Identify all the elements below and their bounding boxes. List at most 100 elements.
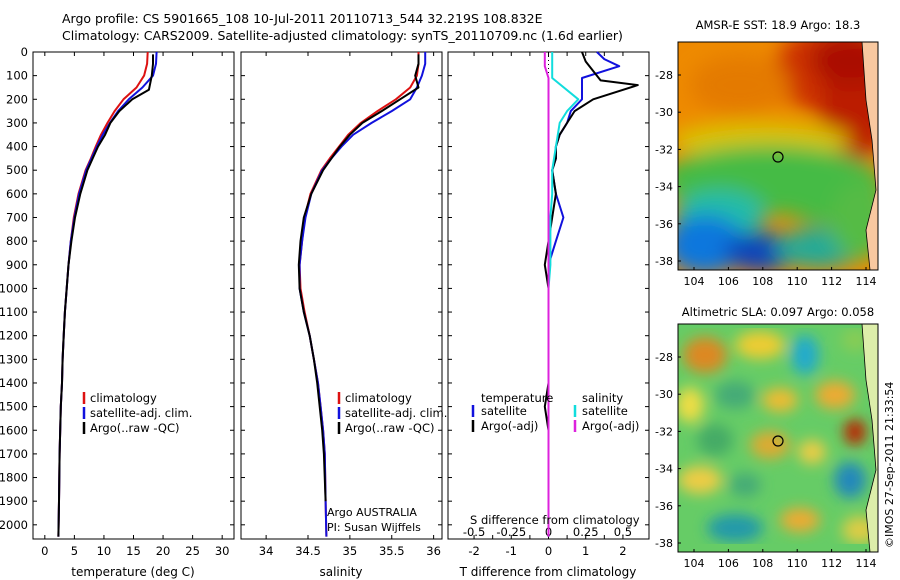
depth-tick-label: 200 xyxy=(6,92,28,106)
depth-tick-label: 900 xyxy=(6,258,28,272)
x-tick-label: -1 xyxy=(506,544,517,558)
lat-tick-label: -36 xyxy=(655,218,673,231)
temperature-legend: climatology satellite-adj. clim. Argo(..… xyxy=(82,391,192,435)
s-tick-label: -0.5 xyxy=(463,525,485,539)
lat-tick-label: -28 xyxy=(655,351,673,364)
lat-tick-label: -30 xyxy=(655,388,673,401)
x-tick-label: 36 xyxy=(426,544,441,558)
x-tick-label: 0 xyxy=(41,544,48,558)
lon-tick-label: 114 xyxy=(856,275,877,288)
s-tick-label: -0.25 xyxy=(496,525,526,539)
s-tick-label: 0.5 xyxy=(614,525,632,539)
sla-map-title: Altimetric SLA: 0.097 Argo: 0.058 xyxy=(682,305,874,319)
argo-position-marker xyxy=(772,151,784,163)
x-tick-label: 35 xyxy=(343,544,358,558)
salinity-panel xyxy=(240,51,443,540)
depth-tick-label: 700 xyxy=(6,210,28,224)
x-tick-label: -2 xyxy=(468,544,479,558)
depth-axis: 0 100 200 300 400 500 600 700 800 900 1000 1100 1200… xyxy=(0,45,649,532)
depth-tick-label: 1800 xyxy=(0,471,28,485)
depth-tick-label: 500 xyxy=(6,163,28,177)
depth-tick-label: 1600 xyxy=(0,423,28,437)
x-tick-label: 5 xyxy=(71,544,78,558)
lat-tick-label: -32 xyxy=(655,143,673,156)
legend-s-satellite: satellite xyxy=(582,404,628,418)
legend-title-temperature: temperature xyxy=(481,391,553,405)
lon-tick-label: 112 xyxy=(821,275,842,288)
x-tick-label: 20 xyxy=(156,544,171,558)
depth-tick-label: 1700 xyxy=(0,447,28,461)
lon-tick-label: 108 xyxy=(752,275,773,288)
sla-map: Altimetric SLA: 0.097 Argo: 0.058 -28 -30… xyxy=(655,305,879,570)
depth-tick-label: 1200 xyxy=(0,329,28,343)
salinity-legend: climatology satellite-adj. clim. Argo(..… xyxy=(327,391,447,534)
lat-tick-label: -30 xyxy=(655,106,673,119)
lon-tick-label: 110 xyxy=(787,557,808,570)
lon-tick-label: 106 xyxy=(718,557,739,570)
x-tick-label: 10 xyxy=(97,544,112,558)
sst-map: AMSR-E SST: 18.9 Argo: 18.3 -28 -30 -32 -34… xyxy=(655,18,879,288)
imos-footer: ©IMOS 27-Sep-2011 21:33:54 xyxy=(883,382,896,548)
legend-satellite-clim: satellite-adj. clim. xyxy=(345,406,447,420)
x-tick-label: 0 xyxy=(545,544,552,558)
legend-t-satellite: satellite xyxy=(481,404,527,418)
depth-tick-label: 2000 xyxy=(0,518,28,532)
legend-satellite-clim: satellite-adj. clim. xyxy=(90,406,192,420)
depth-tick-label: 1500 xyxy=(0,400,28,414)
temperature-panel xyxy=(32,51,235,540)
depth-tick-label: 300 xyxy=(6,116,28,130)
salinity-axis-label: salinity xyxy=(319,565,362,579)
s-axis-label: S difference from climatology xyxy=(470,513,640,527)
x-tick-label: 34 xyxy=(259,544,274,558)
legend-title-salinity: salinity xyxy=(582,391,623,405)
depth-tick-label: 800 xyxy=(6,234,28,248)
lon-tick-label: 106 xyxy=(718,275,739,288)
depth-tick-label: 1100 xyxy=(0,305,28,319)
depth-tick-label: 400 xyxy=(6,140,28,154)
difference-axis-label: T difference from climatology xyxy=(459,565,637,579)
argo-position-marker xyxy=(772,435,784,447)
x-tick-label: 15 xyxy=(126,544,141,558)
x-tick-label: 34.5 xyxy=(295,544,321,558)
depth-tick-label: 600 xyxy=(6,187,28,201)
lat-tick-label: -28 xyxy=(655,69,673,82)
title-line-2: Climatology: CARS2009. Satellite-adjuste… xyxy=(62,28,623,43)
sst-map-title: AMSR-E SST: 18.9 Argo: 18.3 xyxy=(696,18,861,32)
depth-tick-label: 1300 xyxy=(0,352,28,366)
lon-tick-label: 114 xyxy=(856,557,877,570)
x-tick-label: 1 xyxy=(582,544,589,558)
lat-tick-label: -32 xyxy=(655,425,673,438)
legend-argo: Argo(..raw -QC) xyxy=(345,421,435,435)
difference-legend: temperature salinity satellite Argo(-adj… xyxy=(470,391,640,527)
x-tick-label: 25 xyxy=(185,544,200,558)
legend-argo: Argo(..raw -QC) xyxy=(90,421,180,435)
legend-climatology: climatology xyxy=(90,391,157,405)
temperature-argo-raw-qc-line xyxy=(57,54,154,537)
lat-tick-label: -34 xyxy=(655,181,673,194)
lon-tick-label: 110 xyxy=(787,275,808,288)
legend-t-argo: Argo(-adj) xyxy=(481,419,538,433)
difference-salinity-argo-adj-line xyxy=(543,52,550,537)
pi-note: PI: Susan Wijffels xyxy=(327,521,421,534)
depth-tick-label: 1400 xyxy=(0,376,28,390)
depth-tick-label: 1000 xyxy=(0,281,28,295)
s-tick-label: 0.25 xyxy=(573,525,599,539)
legend-climatology: climatology xyxy=(345,391,412,405)
temperature-axis-label: temperature (deg C) xyxy=(71,565,194,579)
lat-tick-label: -38 xyxy=(655,255,673,268)
x-tick-label: 2 xyxy=(619,544,626,558)
x-tick-label: 35.5 xyxy=(379,544,405,558)
depth-tick-label: 0 xyxy=(21,45,28,59)
lat-tick-label: -38 xyxy=(655,537,673,550)
depth-tick-label: 100 xyxy=(6,69,28,83)
legend-s-argo: Argo(-adj) xyxy=(582,419,639,433)
lon-tick-label: 108 xyxy=(752,557,773,570)
lat-tick-label: -34 xyxy=(655,463,673,476)
x-tick-label: 30 xyxy=(215,544,230,558)
depth-tick-label: 1900 xyxy=(0,494,28,508)
lon-tick-label: 104 xyxy=(684,275,705,288)
argo-australia-note: Argo AUSTRALIA xyxy=(327,506,417,519)
title-line-1: Argo profile: CS 5901665_108 10-Jul-2011… xyxy=(62,11,543,26)
lon-tick-label: 104 xyxy=(684,557,705,570)
